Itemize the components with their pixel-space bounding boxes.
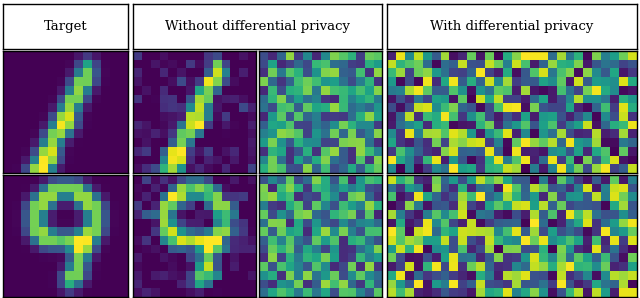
Text: With differential privacy: With differential privacy [430,20,593,33]
Text: Target: Target [44,20,88,33]
Text: Without differential privacy: Without differential privacy [165,20,350,33]
